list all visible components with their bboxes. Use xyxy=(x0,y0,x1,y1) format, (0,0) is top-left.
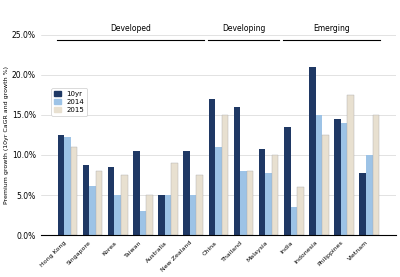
Bar xyxy=(309,67,316,235)
Bar xyxy=(360,173,366,235)
Bar xyxy=(272,155,278,235)
Y-axis label: Premium growth (10yr CaGR and growth %): Premium growth (10yr CaGR and growth %) xyxy=(4,66,9,204)
Bar xyxy=(290,207,297,235)
Bar xyxy=(58,135,64,235)
Bar xyxy=(190,195,196,235)
Bar xyxy=(347,95,354,235)
Bar xyxy=(284,127,290,235)
Bar xyxy=(240,171,247,235)
Bar xyxy=(64,137,71,235)
Bar xyxy=(183,151,190,235)
Bar xyxy=(372,115,379,235)
Bar xyxy=(259,149,265,235)
Text: Emerging: Emerging xyxy=(313,24,350,33)
Legend: 10yr, 2014, 2015: 10yr, 2014, 2015 xyxy=(51,88,87,116)
Bar xyxy=(208,99,215,235)
Bar xyxy=(196,175,203,235)
Bar xyxy=(158,195,165,235)
Bar xyxy=(322,135,329,235)
Bar xyxy=(341,123,347,235)
Bar xyxy=(96,171,102,235)
Bar xyxy=(334,119,341,235)
Bar xyxy=(114,195,121,235)
Bar xyxy=(222,115,228,235)
Bar xyxy=(165,195,171,235)
Bar xyxy=(89,186,96,235)
Bar xyxy=(171,163,178,235)
Bar xyxy=(366,155,372,235)
Bar xyxy=(83,165,89,235)
Bar xyxy=(121,175,128,235)
Bar xyxy=(215,147,222,235)
Text: Developed: Developed xyxy=(110,24,151,33)
Bar xyxy=(247,171,253,235)
Bar xyxy=(234,107,240,235)
Bar xyxy=(140,211,146,235)
Bar xyxy=(297,187,304,235)
Bar xyxy=(133,151,140,235)
Bar xyxy=(146,195,153,235)
Bar xyxy=(108,167,114,235)
Bar xyxy=(265,173,272,235)
Text: Developing: Developing xyxy=(222,24,265,33)
Bar xyxy=(316,115,322,235)
Bar xyxy=(71,147,77,235)
